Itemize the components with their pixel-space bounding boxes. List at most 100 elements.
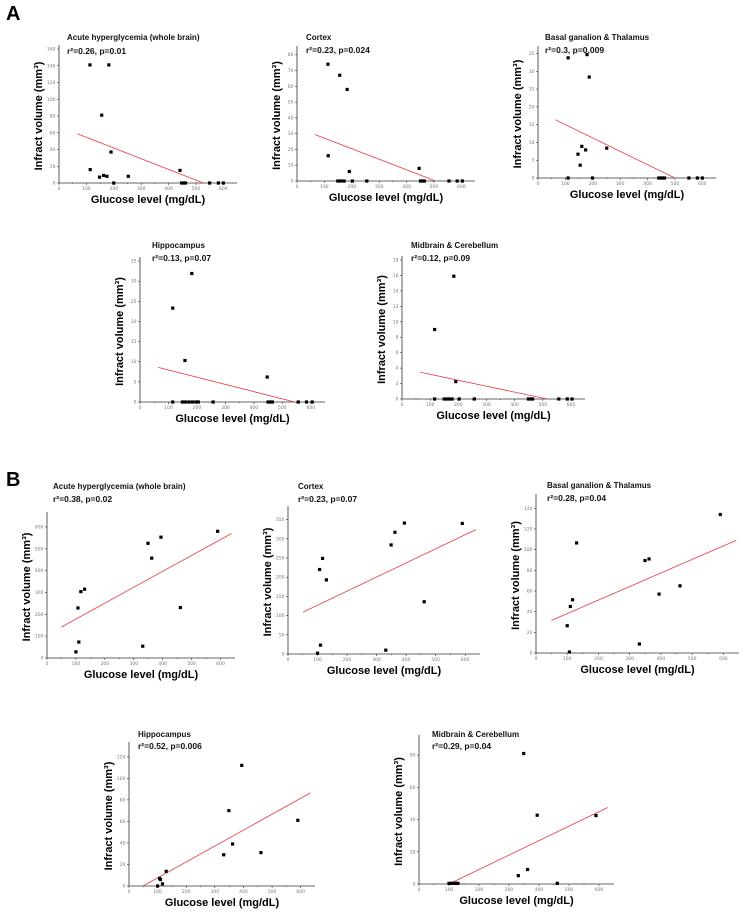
- data-point: [522, 751, 526, 756]
- x-tick-label: 200: [343, 657, 352, 663]
- y-tick-label: 80: [410, 753, 416, 759]
- x-tick-label: 500: [671, 181, 680, 187]
- data-point: [389, 543, 393, 547]
- y-tick-label: 200: [35, 612, 44, 618]
- y-tick-label: 40: [120, 840, 126, 846]
- x-tick-label: 200: [454, 402, 463, 408]
- x-tick-label: 300: [221, 405, 230, 411]
- y-tick-label: 120: [117, 754, 126, 760]
- x-tick-label: 300: [616, 181, 625, 187]
- y-tick-label: 250: [276, 556, 285, 562]
- panel-label-b: B: [6, 469, 20, 491]
- x-axis-label: Glucose level (mg/dL): [91, 194, 206, 206]
- y-axis-label: Infract volume (mm³): [21, 532, 33, 641]
- x-tick-label: 600: [457, 184, 466, 190]
- data-point: [221, 181, 225, 185]
- y-tick-label: 40: [288, 115, 294, 121]
- data-point: [338, 73, 342, 77]
- data-point: [74, 650, 78, 654]
- data-point: [433, 327, 437, 332]
- y-tick-label: 10: [393, 319, 399, 325]
- x-tick-label: 500: [192, 186, 201, 192]
- data-point: [270, 400, 274, 404]
- x-tick-label: 200: [193, 405, 202, 411]
- data-point: [594, 813, 598, 818]
- y-tick-label: 0: [53, 181, 56, 187]
- data-point: [678, 584, 682, 588]
- panel-title: Midbrain & Cerebellum: [411, 241, 498, 250]
- x-tick-label: 500: [278, 405, 287, 411]
- y-tick-label: 35: [529, 51, 535, 57]
- x-axis-label: Glucose level (mg/dL): [329, 192, 444, 204]
- data-point: [180, 400, 185, 404]
- y-tick-label: 5: [134, 379, 137, 385]
- data-point: [447, 397, 452, 401]
- y-tick-label: 12: [393, 304, 399, 310]
- x-tick-label: 100: [445, 887, 454, 893]
- data-point: [107, 63, 111, 67]
- data-point: [216, 181, 220, 185]
- x-tick-label: 200: [594, 656, 603, 662]
- x-tick-label: 100: [426, 402, 435, 408]
- x-tick-label: 300: [625, 656, 634, 662]
- x-tick-label: 300: [372, 657, 381, 663]
- x-tick-label: 100: [563, 656, 572, 662]
- data-point: [146, 541, 150, 545]
- data-point: [326, 154, 330, 158]
- data-point: [575, 541, 579, 545]
- y-tick-label: 120: [524, 527, 533, 533]
- data-point: [296, 400, 300, 404]
- data-point: [447, 179, 451, 183]
- data-point: [194, 400, 198, 404]
- data-point: [565, 397, 569, 401]
- x-axis-label: Glucose level (mg/dL): [459, 895, 574, 907]
- y-tick-label: 70: [288, 68, 294, 74]
- data-point: [345, 87, 349, 92]
- x-tick-label: 500: [565, 887, 574, 893]
- data-point: [570, 598, 575, 602]
- panel-title: Hippocampus: [152, 241, 205, 250]
- data-point: [584, 148, 588, 152]
- y-tick-label: 60: [50, 130, 56, 136]
- x-tick-label: 300: [375, 184, 384, 190]
- data-point: [230, 842, 235, 846]
- data-point: [156, 884, 160, 888]
- x-tick-label: 100: [320, 184, 329, 190]
- data-point: [447, 881, 451, 885]
- regression-line: [448, 807, 608, 885]
- x-tick-label: 600: [216, 661, 225, 667]
- x-axis-label: Glucose level (mg/dL): [84, 669, 199, 681]
- x-tick-label: 400: [164, 186, 173, 192]
- x-tick-label: 600: [567, 402, 576, 408]
- data-point: [643, 558, 647, 563]
- x-tick-label: 300: [137, 186, 146, 192]
- x-tick-label: 400: [239, 889, 248, 895]
- panel-stat: r²=0.38, p=0.02: [53, 494, 112, 504]
- x-tick-label: 100: [153, 889, 162, 895]
- x-tick-label: 0: [128, 889, 131, 895]
- data-point: [445, 397, 449, 401]
- y-tick-label: 0: [291, 179, 294, 185]
- data-point: [565, 624, 569, 628]
- data-point: [422, 179, 426, 183]
- x-tick-label: 200: [347, 184, 356, 190]
- data-point: [402, 521, 406, 525]
- panel-stat: r²=0.13, p=0.07: [152, 253, 211, 263]
- x-tick-label: 200: [109, 186, 118, 192]
- data-point: [222, 853, 226, 857]
- y-tick-label: 40: [50, 147, 56, 153]
- data-point: [159, 535, 163, 539]
- data-point: [580, 144, 584, 148]
- panel-stat: r²=0.29, p=0.04: [432, 741, 491, 751]
- panel-stat: r²=0.28, p=0.04: [547, 493, 606, 503]
- panel-stat: r²=0.23, p=0.07: [298, 494, 357, 504]
- y-tick-label: 0: [134, 400, 137, 406]
- data-point: [211, 400, 215, 404]
- data-point: [100, 113, 104, 117]
- data-point: [557, 397, 561, 401]
- x-tick-label: 400: [510, 402, 519, 408]
